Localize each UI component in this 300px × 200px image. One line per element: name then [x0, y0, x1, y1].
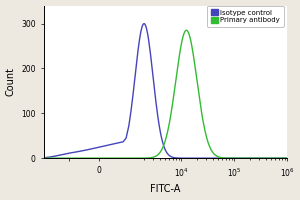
Legend: Isotype control, Primary antibody: Isotype control, Primary antibody	[207, 6, 284, 27]
Y-axis label: Count: Count	[6, 67, 16, 96]
X-axis label: FITC-A: FITC-A	[150, 184, 181, 194]
